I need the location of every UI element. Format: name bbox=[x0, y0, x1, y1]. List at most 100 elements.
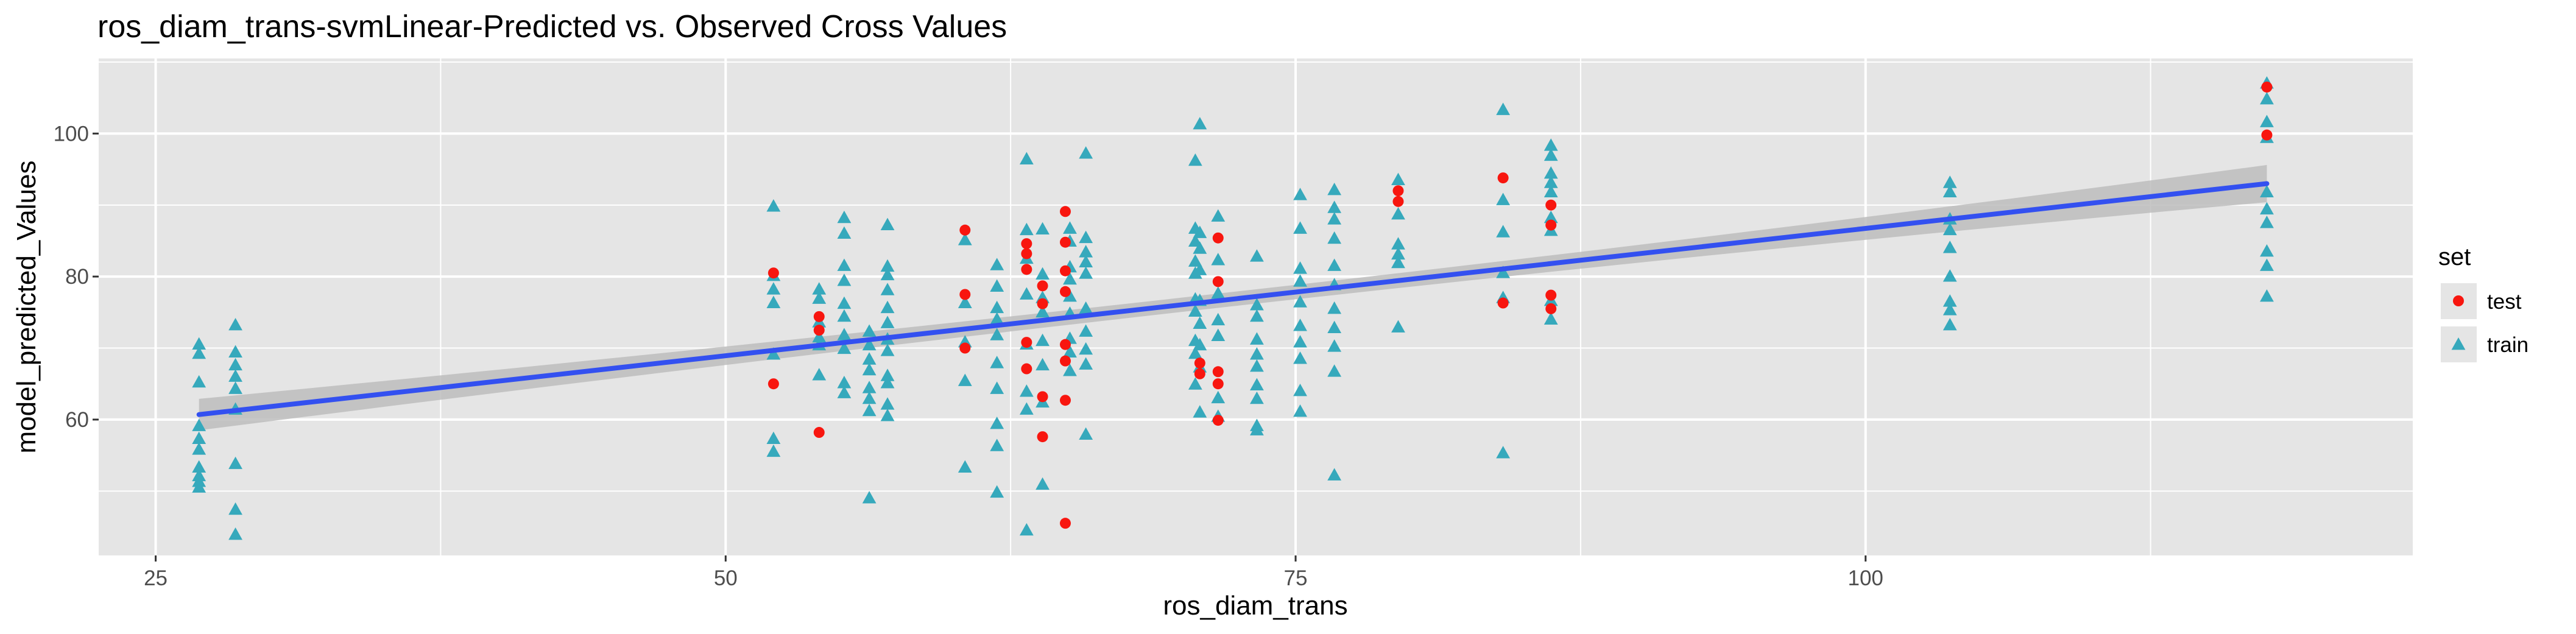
train-point bbox=[1019, 402, 1034, 415]
train-point bbox=[837, 210, 852, 224]
y-axis-ticks: 60 80 100 bbox=[54, 122, 99, 432]
train-point bbox=[862, 391, 877, 404]
train-point bbox=[228, 358, 242, 371]
train-point bbox=[958, 373, 972, 386]
train-point bbox=[1019, 287, 1034, 300]
train-point bbox=[880, 283, 895, 295]
test-point bbox=[1545, 199, 1557, 211]
train-point bbox=[1327, 301, 1342, 314]
test-point bbox=[1545, 303, 1557, 314]
test-point bbox=[813, 427, 825, 439]
train-point bbox=[1193, 262, 1207, 275]
train-point bbox=[1193, 117, 1207, 130]
train-point bbox=[812, 282, 827, 295]
train-point bbox=[1211, 312, 1226, 326]
train-point bbox=[837, 386, 852, 398]
test-point bbox=[1059, 395, 1071, 406]
test-point bbox=[1212, 276, 1224, 287]
train-point bbox=[766, 199, 781, 212]
train-point bbox=[1943, 175, 1957, 188]
train-point bbox=[880, 259, 895, 272]
train-point bbox=[1249, 298, 1264, 311]
train-point bbox=[1544, 175, 1558, 188]
train-point bbox=[1036, 358, 1050, 371]
train-point bbox=[192, 346, 206, 359]
test-point bbox=[1212, 378, 1224, 390]
data-points bbox=[192, 76, 2274, 540]
train-point bbox=[1211, 328, 1226, 341]
train-point bbox=[228, 456, 242, 470]
train-point bbox=[990, 300, 1004, 314]
train-point bbox=[1036, 222, 1050, 235]
test-point bbox=[1212, 415, 1224, 426]
test-point bbox=[1059, 355, 1071, 367]
test-point bbox=[959, 224, 971, 236]
train-point bbox=[1391, 206, 1405, 220]
train-point bbox=[1193, 241, 1207, 254]
legend-label-test: test bbox=[2487, 290, 2522, 314]
y-axis-label: model_predicted_Values bbox=[12, 160, 41, 453]
train-point bbox=[1211, 209, 1226, 222]
train-point bbox=[1496, 192, 1510, 205]
test-point bbox=[813, 311, 825, 322]
x-tick-label: 75 bbox=[1284, 566, 1308, 590]
test-point bbox=[768, 267, 779, 279]
legend-markers bbox=[2451, 295, 2466, 350]
train-point bbox=[1063, 364, 1077, 376]
test-point bbox=[1059, 236, 1071, 248]
train-point bbox=[990, 416, 1004, 429]
train-point bbox=[880, 397, 895, 410]
train-point bbox=[1391, 320, 1405, 333]
train-point bbox=[1327, 468, 1342, 481]
train-point bbox=[880, 409, 895, 421]
train-point bbox=[1193, 316, 1207, 329]
train-point bbox=[228, 502, 242, 515]
test-point bbox=[1059, 518, 1071, 529]
train-point bbox=[1943, 269, 1957, 282]
train-point bbox=[812, 329, 827, 343]
train-point bbox=[1079, 357, 1093, 370]
train-point bbox=[1327, 183, 1342, 195]
train-point bbox=[990, 381, 1004, 394]
train-point bbox=[990, 439, 1004, 451]
x-axis-ticks: 25 50 75 100 bbox=[144, 555, 1883, 590]
train-point bbox=[1544, 312, 1558, 325]
test-point bbox=[1021, 264, 1032, 275]
train-point bbox=[880, 267, 895, 281]
train-point bbox=[192, 442, 206, 455]
train-point bbox=[1249, 423, 1264, 435]
train-point bbox=[2260, 258, 2274, 271]
test-point bbox=[1037, 280, 1048, 292]
train-point bbox=[862, 491, 877, 504]
test-point bbox=[1021, 337, 1032, 348]
train-point bbox=[1943, 222, 1957, 236]
train-point bbox=[862, 403, 877, 417]
test-point bbox=[1392, 185, 1404, 197]
legend: set test train bbox=[2438, 244, 2528, 362]
test-point bbox=[1037, 431, 1048, 443]
train-point bbox=[1193, 225, 1207, 238]
test-point bbox=[959, 342, 971, 354]
train-point bbox=[1063, 221, 1077, 234]
train-point bbox=[1036, 267, 1050, 280]
train-point bbox=[837, 376, 852, 389]
train-point bbox=[1211, 253, 1226, 266]
train-point bbox=[837, 309, 852, 322]
train-point bbox=[228, 317, 242, 331]
train-point bbox=[192, 418, 206, 431]
train-point bbox=[1327, 364, 1342, 377]
train-point bbox=[1249, 359, 1264, 372]
train-point bbox=[766, 431, 781, 445]
train-point bbox=[1079, 342, 1093, 355]
train-point bbox=[1036, 305, 1050, 318]
train-point bbox=[1293, 188, 1307, 200]
train-point bbox=[1211, 390, 1226, 404]
train-point bbox=[880, 217, 895, 230]
test-point bbox=[2261, 129, 2273, 141]
test-point bbox=[1059, 286, 1071, 297]
train-point bbox=[228, 369, 242, 382]
test-point bbox=[1194, 368, 1205, 379]
train-point bbox=[228, 381, 242, 394]
train-point bbox=[1391, 237, 1405, 250]
